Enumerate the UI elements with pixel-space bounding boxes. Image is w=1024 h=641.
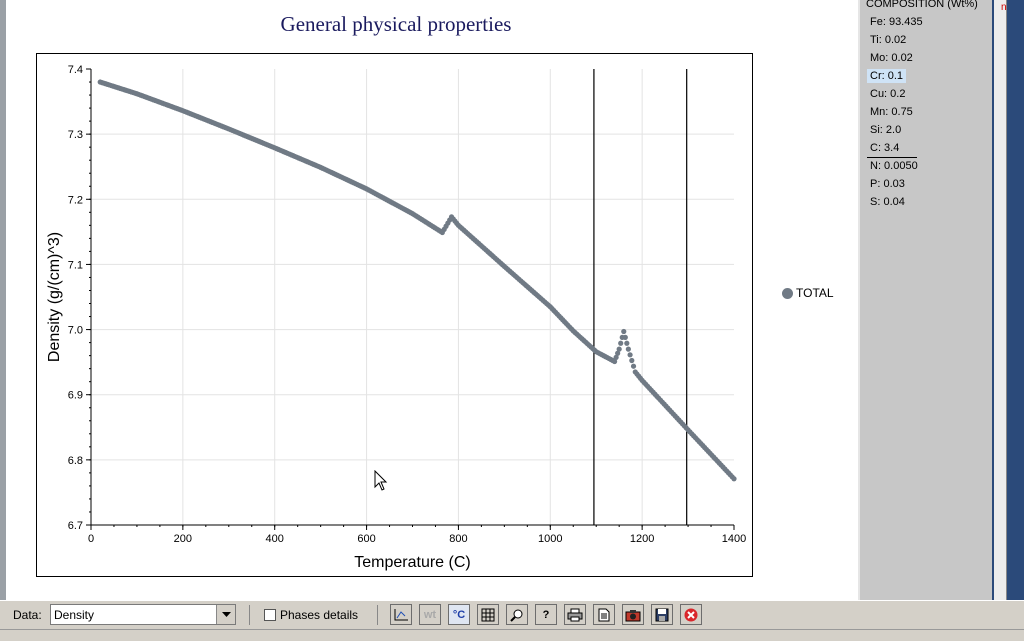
composition-item-n[interactable]: N: 0.0050 bbox=[870, 160, 918, 172]
left-border bbox=[0, 0, 6, 600]
mouse-cursor-icon bbox=[374, 470, 388, 491]
plot-frame: 0 200 400 600 800 1000 1200 1400 6.7 6.8 6.9 7.0 7.1… bbox=[36, 53, 753, 577]
y-tick-label: 7.0 bbox=[68, 325, 83, 337]
composition-item-cu[interactable]: Cu: 0.2 bbox=[870, 88, 906, 100]
copy-button[interactable] bbox=[593, 604, 615, 625]
zoom-button[interactable] bbox=[506, 604, 528, 625]
data-select[interactable]: Density bbox=[50, 604, 236, 625]
celsius-button[interactable]: °C bbox=[448, 604, 470, 625]
phases-details-label: Phases details bbox=[280, 608, 359, 622]
legend: TOTAL bbox=[782, 286, 834, 300]
data-point bbox=[627, 352, 633, 358]
x-tick-label: 800 bbox=[449, 533, 467, 545]
floppy-disk-icon bbox=[655, 608, 669, 621]
print-button[interactable] bbox=[564, 604, 586, 625]
density-chart: 0 200 400 600 800 1000 1200 1400 6.7 6.8 6.9 7.0 7.1… bbox=[46, 64, 746, 571]
composition-panel: COMPOSITION (Wt%) Fe: 93.435 Ti: 0.02 Mo… bbox=[858, 0, 992, 600]
bottom-toolbar: Data: Density Phases details wt °C bbox=[0, 600, 1024, 629]
data-point bbox=[613, 354, 619, 360]
y-tick-label: 6.9 bbox=[68, 390, 83, 402]
composition-item-fe[interactable]: Fe: 93.435 bbox=[870, 16, 923, 28]
y-tick-label: 6.8 bbox=[68, 455, 83, 467]
composition-item-mo[interactable]: Mo: 0.02 bbox=[870, 52, 913, 64]
composition-item-s[interactable]: S: 0.04 bbox=[870, 196, 905, 208]
chart-axes-button[interactable] bbox=[390, 604, 412, 625]
bottom-strip bbox=[0, 629, 1024, 641]
camera-icon bbox=[625, 609, 641, 621]
phases-details-toggle[interactable]: Phases details bbox=[264, 608, 358, 622]
data-point bbox=[621, 328, 627, 335]
right-window-edge bbox=[992, 0, 1024, 600]
y-tick-label: 7.4 bbox=[68, 64, 83, 76]
data-point bbox=[624, 340, 630, 346]
x-tick-label: 0 bbox=[88, 533, 94, 545]
legend-marker bbox=[782, 287, 793, 299]
x-tick-label: 1200 bbox=[630, 533, 654, 545]
data-point bbox=[616, 346, 622, 352]
composition-title: COMPOSITION (Wt%) bbox=[866, 0, 978, 10]
composition-item-p[interactable]: P: 0.03 bbox=[870, 178, 905, 190]
data-point bbox=[618, 340, 624, 346]
composition-item-c[interactable]: C: 3.4 bbox=[870, 142, 900, 154]
phases-details-checkbox[interactable] bbox=[264, 609, 276, 621]
composition-item-ti[interactable]: Ti: 0.02 bbox=[870, 34, 907, 46]
composition-item-si[interactable]: Si: 2.0 bbox=[870, 124, 902, 136]
y-tick-label: 7.1 bbox=[68, 259, 83, 271]
save-button[interactable] bbox=[651, 604, 673, 625]
y-tick-label: 7.3 bbox=[68, 129, 83, 141]
data-point bbox=[630, 363, 637, 369]
help-icon: ? bbox=[542, 608, 550, 621]
snapshot-button[interactable] bbox=[622, 604, 644, 625]
composition-separator bbox=[867, 157, 917, 158]
data-point bbox=[629, 357, 635, 364]
x-tick-label: 200 bbox=[174, 533, 192, 545]
y-axis-label: Density (g/(cm)^3) bbox=[46, 232, 63, 362]
wt-icon: wt bbox=[423, 608, 437, 621]
data-point bbox=[622, 334, 628, 340]
chart-title: General physical properties bbox=[280, 12, 512, 36]
document-icon bbox=[598, 608, 610, 621]
toolbar-separator bbox=[249, 605, 250, 625]
grid-button[interactable] bbox=[477, 604, 499, 625]
data-point bbox=[615, 350, 621, 356]
data-point bbox=[611, 358, 618, 365]
magnifier-icon bbox=[510, 609, 523, 622]
close-button[interactable] bbox=[680, 604, 702, 625]
data-point bbox=[625, 346, 631, 352]
composition-item-cr[interactable]: Cr: 0.1 bbox=[867, 69, 907, 83]
right-window-text: n bbox=[1001, 2, 1007, 13]
celsius-icon: °C bbox=[452, 608, 466, 621]
y-tick-label: 7.2 bbox=[68, 194, 83, 206]
chevron-down-icon[interactable] bbox=[216, 605, 235, 624]
x-tick-label: 1000 bbox=[538, 533, 562, 545]
x-axis-label: Temperature (C) bbox=[354, 554, 470, 571]
grid-icon bbox=[481, 608, 495, 621]
chart-axes-icon bbox=[394, 608, 408, 620]
data-label: Data: bbox=[13, 608, 42, 622]
toolbar-separator bbox=[377, 605, 378, 625]
help-button[interactable]: ? bbox=[535, 604, 557, 625]
composition-item-mn[interactable]: Mn: 0.75 bbox=[870, 106, 913, 118]
x-tick-label: 600 bbox=[357, 533, 375, 545]
x-tick-label: 1400 bbox=[722, 533, 746, 545]
data-point bbox=[731, 476, 737, 482]
chart-area: General physical properties 0 200 400 600 80… bbox=[6, 0, 858, 600]
y-tick-label: 6.7 bbox=[68, 520, 83, 532]
legend-label: TOTAL bbox=[796, 286, 834, 300]
close-icon bbox=[684, 608, 698, 621]
data-select-value: Density bbox=[54, 608, 95, 622]
x-tick-label: 400 bbox=[266, 533, 284, 545]
right-window-panel bbox=[994, 0, 1007, 600]
printer-icon bbox=[567, 608, 583, 621]
weight-units-button[interactable]: wt bbox=[419, 604, 441, 625]
